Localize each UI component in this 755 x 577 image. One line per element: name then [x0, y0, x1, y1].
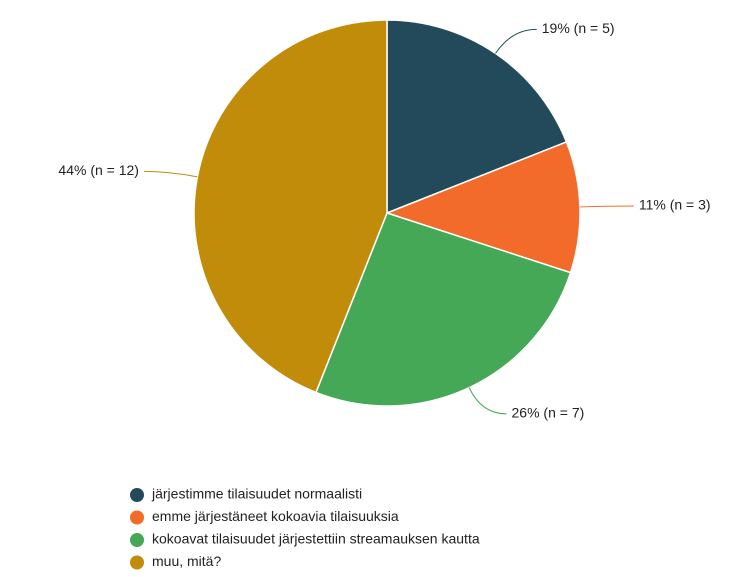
pie-slice — [193, 19, 388, 394]
legend-marker — [130, 533, 144, 547]
data-label: 19% (n = 5) — [542, 20, 615, 36]
leader-line — [468, 387, 507, 415]
leader-line — [579, 205, 634, 208]
leader-line — [495, 28, 537, 54]
data-label: 44% (n = 12) — [58, 162, 139, 178]
legend-marker — [130, 488, 144, 502]
legend-label: kokoavat tilaisuudet järjestettiin strea… — [152, 531, 480, 547]
data-label: 26% (n = 7) — [512, 405, 585, 421]
legend-label: emme järjestäneet kokoavia tilaisuuksia — [152, 508, 399, 524]
legend-label: muu, mitä? — [152, 553, 221, 569]
legend-label: järjestimme tilaisuudet normaalisti — [151, 486, 362, 502]
legend-marker — [130, 510, 144, 525]
legend-marker — [130, 555, 144, 570]
data-label: 11% (n = 3) — [639, 197, 711, 213]
leader-line — [143, 170, 198, 178]
